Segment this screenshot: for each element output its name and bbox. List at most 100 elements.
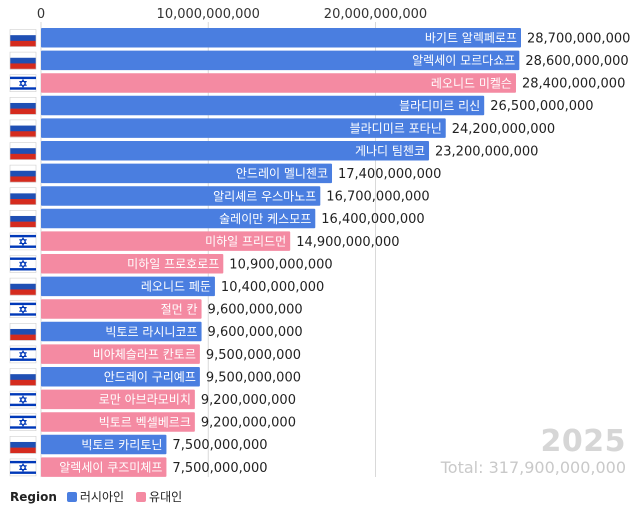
russia-flag-border (9, 210, 37, 228)
bar-name-label: 미하일 프리드먼 (205, 234, 286, 248)
bar (41, 276, 215, 297)
russia-flag-stripe (10, 441, 36, 448)
russia-flag-icon (9, 119, 37, 138)
bar (41, 231, 291, 251)
russia-flag-stripe (10, 334, 36, 341)
russia-flag-stripe (10, 40, 36, 47)
israel-flag-star (19, 307, 27, 315)
israel-flag-stripe (10, 393, 36, 396)
bar-value-label: 7,500,000,000 (172, 461, 267, 476)
israel-flag-icon (9, 255, 37, 273)
russia-flag-icon (9, 97, 37, 115)
bar-value-label: 9,600,000,000 (208, 303, 303, 318)
bar-name-label: 안드레이 멜니첸코 (236, 167, 328, 181)
israel-flag-stripe (10, 426, 36, 429)
israel-flag-star (19, 420, 27, 428)
russia-flag-stripe (10, 368, 36, 375)
russia-flag-stripe (10, 125, 36, 132)
israel-flag-stripe (10, 302, 36, 306)
israel-flag-star (19, 395, 27, 403)
russia-flag-stripe (10, 199, 36, 205)
russia-flag-stripe (10, 176, 36, 183)
russia-flag-stripe (10, 374, 36, 381)
bar-name-label: 게나디 팀첸코 (355, 144, 425, 158)
legend-item-russian[interactable]: 러시아인 (66, 488, 124, 505)
russia-flag-border (9, 277, 37, 296)
israel-flag-star (19, 78, 27, 86)
israel-flag-icon (9, 458, 37, 477)
bar-name-label: 바기트 알렉페로프 (425, 31, 517, 45)
bar (41, 367, 200, 387)
bar-value-label: 9,500,000,000 (206, 348, 301, 363)
bar-name-label: 빅토르 벡셀베르크 (99, 415, 191, 429)
bar (41, 254, 224, 274)
bar (41, 344, 200, 364)
israel-flag-star (19, 417, 27, 425)
bar-value-label: 10,900,000,000 (229, 257, 332, 272)
bar-value-label: 28,600,000,000 (525, 54, 628, 69)
year-label: 2025 (540, 424, 626, 459)
russia-flag-stripe (10, 436, 36, 443)
bar-value-label: 26,500,000,000 (490, 99, 593, 114)
bar (41, 95, 485, 116)
russia-flag-stripe (10, 328, 36, 335)
russia-flag-stripe (10, 379, 36, 386)
russia-flag-stripe (10, 289, 36, 296)
israel-flag-star (19, 261, 27, 269)
bar-name-label: 미하일 프로호로프 (127, 257, 219, 271)
bar (41, 208, 316, 229)
russia-flag-stripe (10, 57, 36, 64)
israel-flag-stripe (10, 460, 36, 464)
bar-value-label: 16,400,000,000 (321, 212, 424, 227)
israel-flag-star (19, 465, 27, 473)
russia-flag-border (9, 119, 37, 138)
x-tick-label: 20,000,000,000 (324, 7, 427, 22)
bar-name-label: 알렉세이 쿠즈미체프 (59, 460, 162, 474)
bar-name-label: 안드레이 구리예프 (104, 370, 196, 384)
russia-flag-stripe (10, 221, 36, 228)
russia-flag-stripe (10, 323, 36, 330)
israel-flag-stripe (10, 313, 36, 316)
israel-flag-star (19, 259, 27, 267)
israel-flag-stripe (10, 268, 36, 271)
russia-flag-stripe (10, 187, 36, 194)
russia-flag-icon (9, 164, 37, 183)
bar-name-label: 알리셰르 우스마노프 (213, 189, 316, 203)
russia-flag-icon (9, 368, 37, 386)
bar-name-label: 레오니드 미켈슨 (431, 76, 512, 90)
russia-flag-stripe (10, 278, 36, 285)
legend-swatch-russian (66, 491, 77, 502)
russia-flag-icon (9, 435, 37, 454)
russia-flag-border (9, 142, 37, 160)
israel-flag-star (19, 239, 27, 247)
bar-value-label: 23,200,000,000 (435, 144, 538, 159)
israel-flag-star (19, 352, 27, 360)
bar-name-label: 알렉세이 모르다쇼프 (412, 54, 515, 68)
legend-item-jewish[interactable]: 유대인 (136, 488, 182, 505)
x-tick-label: 10,000,000,000 (157, 7, 260, 22)
russia-flag-stripe (10, 447, 36, 454)
russia-flag-border (9, 164, 37, 183)
israel-flag-icon (9, 390, 37, 409)
bar-value-label: 14,900,000,000 (296, 235, 399, 250)
bar (41, 321, 202, 342)
israel-flag-stripe (10, 234, 36, 238)
russia-flag-stripe (10, 108, 36, 115)
bar-name-label: 절먼 칸 (161, 302, 198, 316)
bar-name-label: 술레이만 케스모프 (219, 212, 311, 226)
russia-flag-stripe (10, 35, 36, 42)
bar-value-label: 17,400,000,000 (338, 167, 441, 182)
bar-name-label: 빅토르 카리토닌 (81, 438, 162, 452)
russia-flag-stripe (10, 131, 36, 138)
bar-name-label: 로만 아브라모비치 (99, 393, 191, 407)
bar-value-label: 9,600,000,000 (208, 325, 303, 340)
russia-flag-stripe (10, 63, 36, 70)
legend-label-jewish: 유대인 (149, 490, 183, 504)
legend-title: Region (10, 489, 57, 504)
russia-flag-border (9, 29, 37, 47)
israel-flag-stripe (10, 403, 36, 407)
bar-name-label: 블라디미르 포타닌 (350, 121, 442, 135)
russia-flag-stripe (10, 283, 36, 290)
israel-flag-stripe (10, 76, 36, 80)
